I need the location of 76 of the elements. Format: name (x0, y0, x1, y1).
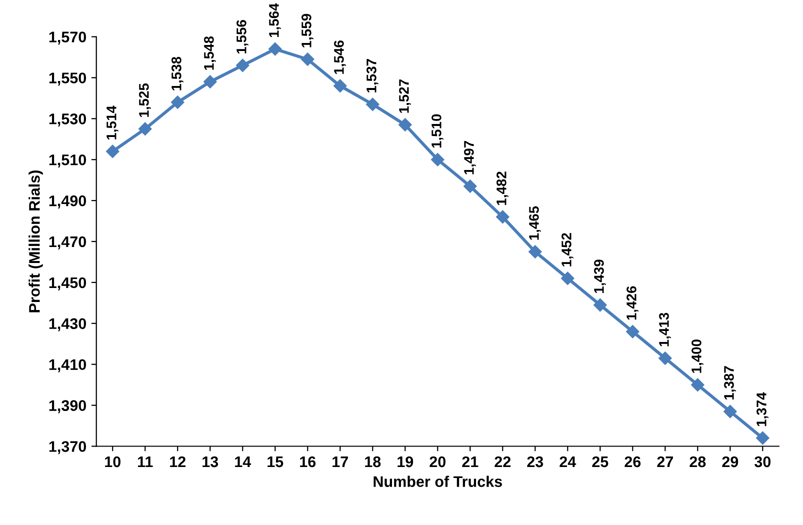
x-tick-label: 11 (138, 456, 153, 468)
data-label: 1,426 (626, 286, 638, 320)
y-tick-label: 1,430 (49, 318, 86, 332)
data-label: 1,400 (692, 340, 704, 373)
x-tick-label: 26 (624, 456, 641, 468)
x-tick-label: 16 (300, 456, 316, 468)
x-tick-label: 14 (235, 456, 252, 468)
y-axis-title: Profit (Million Rials) (28, 170, 43, 312)
point (301, 52, 314, 66)
point (138, 122, 152, 136)
point (236, 58, 250, 72)
data-label: 1,510 (432, 114, 444, 148)
x-tick-label: 29 (722, 456, 738, 468)
x-tick-label: 20 (430, 456, 446, 468)
point (561, 272, 574, 285)
data-label: 1,439 (594, 260, 606, 293)
point (334, 79, 347, 92)
data-label: 1,465 (529, 206, 541, 240)
data-label: 1,452 (562, 233, 574, 266)
point (464, 180, 477, 193)
x-tick-label: 23 (527, 456, 544, 468)
x-axis-title: Number of Trucks (374, 476, 502, 487)
x-tick-label: 13 (202, 456, 218, 468)
x-tick-label: 17 (332, 456, 348, 468)
x-tick-label: 10 (105, 456, 120, 468)
point (496, 210, 510, 224)
data-label: 1,556 (236, 20, 248, 54)
data-label: 1,527 (399, 80, 411, 113)
point (528, 245, 542, 258)
x-tick-label: 21 (462, 456, 478, 468)
point (756, 431, 770, 445)
x-tick-label: 18 (365, 456, 381, 468)
point (106, 144, 120, 158)
y-tick-label: 1,470 (49, 236, 86, 250)
point (366, 98, 380, 111)
x-tick-label: 19 (398, 456, 414, 468)
data-label: 1,482 (496, 172, 508, 205)
x-tick-label: 22 (494, 456, 511, 468)
y-tick-label: 1,450 (49, 277, 86, 290)
data-label: 1,413 (659, 312, 671, 346)
data-label: 1,374 (756, 392, 768, 426)
point (724, 404, 737, 418)
y-tick-label: 1,570 (49, 32, 86, 45)
data-label: 1,514 (106, 106, 118, 140)
point (204, 75, 217, 88)
point (171, 96, 184, 109)
point (626, 325, 640, 338)
data-label: 1,525 (139, 83, 151, 117)
data-label: 1,564 (269, 3, 281, 38)
point (691, 378, 704, 392)
x-tick-label: 30 (754, 456, 771, 468)
y-tick-label: 1,550 (49, 72, 86, 86)
x-tick-label: 25 (592, 456, 608, 468)
point (268, 42, 282, 56)
y-tick-label: 1,530 (49, 114, 86, 127)
y-tick-label: 1,510 (49, 154, 86, 168)
data-label: 1,497 (464, 140, 476, 174)
x-tick-label: 27 (657, 456, 673, 468)
point (594, 298, 607, 312)
point (398, 118, 412, 132)
y-tick-label: 1,370 (49, 441, 86, 454)
point (658, 352, 672, 365)
data-label: 1,559 (302, 14, 314, 48)
data-label: 1,538 (172, 56, 184, 90)
y-tick-label: 1,490 (49, 195, 86, 208)
x-tick-label: 28 (690, 456, 706, 468)
x-tick-label: 12 (170, 456, 186, 468)
x-tick-label: 24 (560, 456, 576, 468)
point (431, 153, 444, 166)
y-tick-label: 1,410 (49, 359, 86, 372)
data-label: 1,548 (204, 36, 216, 70)
data-label: 1,546 (334, 40, 346, 74)
x-tick-label: 15 (268, 456, 284, 468)
y-tick-label: 1,390 (49, 400, 86, 414)
data-label: 1,537 (366, 59, 378, 92)
data-label: 1,387 (724, 366, 736, 400)
